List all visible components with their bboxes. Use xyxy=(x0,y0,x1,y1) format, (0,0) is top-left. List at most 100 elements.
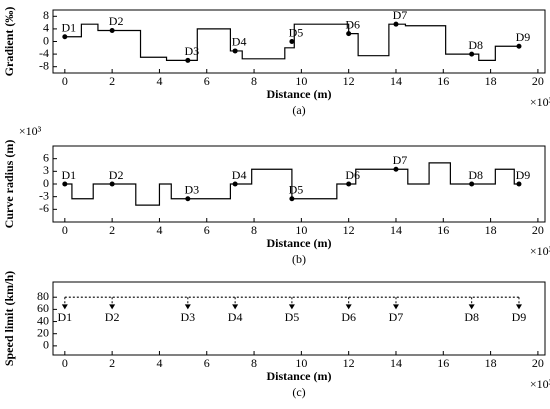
plot-frame xyxy=(52,281,546,356)
arrowhead xyxy=(109,304,116,310)
arrowhead xyxy=(61,304,68,310)
point xyxy=(232,181,238,187)
point-label: D6 xyxy=(345,168,360,182)
x-tick-label: 14 xyxy=(390,356,402,370)
data-line xyxy=(64,23,519,61)
point xyxy=(185,57,191,63)
point-label: D9 xyxy=(512,310,527,324)
x-tick-label: 2 xyxy=(109,356,115,370)
y-tick-label: -4 xyxy=(39,46,49,60)
point xyxy=(393,166,399,172)
x-tick-label: 18 xyxy=(485,223,497,237)
x-tick-label: 12 xyxy=(343,74,355,88)
y-tick-label: 8 xyxy=(43,8,49,22)
x-tick-label: 16 xyxy=(437,356,449,370)
x-tick-label: 8 xyxy=(251,356,257,370)
point xyxy=(232,48,238,54)
x-tick-label: 0 xyxy=(62,74,68,88)
point xyxy=(346,181,352,187)
y-tick-label: 80 xyxy=(37,289,49,303)
point xyxy=(516,181,522,187)
x-tick-label: 4 xyxy=(156,356,162,370)
x-tick-label: 6 xyxy=(204,356,210,370)
y-axis-label: Curve radius (m) xyxy=(2,140,16,229)
point xyxy=(289,196,295,202)
x-tick-label: 12 xyxy=(343,356,355,370)
x-tick-label: 14 xyxy=(390,223,402,237)
caption: (b) xyxy=(292,252,306,266)
point-label: D5 xyxy=(289,25,304,39)
y-axis-label: Speed limit (km/h) xyxy=(2,271,16,366)
y-tick-label: -8 xyxy=(39,58,49,72)
point xyxy=(469,51,475,57)
arrowhead xyxy=(345,304,352,310)
y-tick-label: -3 xyxy=(39,188,49,202)
x-tick-label: 2 xyxy=(109,74,115,88)
caption: (c) xyxy=(292,385,305,399)
x-axis-label: Distance (m) xyxy=(267,236,332,250)
y-tick-label: 4 xyxy=(43,21,49,35)
point xyxy=(185,196,191,202)
point-label: D9 xyxy=(516,168,531,182)
data-line xyxy=(64,162,519,206)
x-tick-label: 10 xyxy=(295,356,307,370)
point-label: D6 xyxy=(345,17,360,31)
x-tick-label: 8 xyxy=(251,223,257,237)
point-label: D5 xyxy=(285,310,300,324)
point xyxy=(516,43,522,49)
x-exponent: ×10³ xyxy=(530,377,550,391)
x-exponent: ×10³ xyxy=(530,95,550,109)
point xyxy=(469,181,475,187)
y-tick-label: 0 xyxy=(43,176,49,190)
x-tick-label: 20 xyxy=(532,223,544,237)
x-tick-label: 6 xyxy=(204,74,210,88)
x-tick-label: 0 xyxy=(62,356,68,370)
point-label: D6 xyxy=(341,310,356,324)
x-tick-label: 10 xyxy=(295,223,307,237)
point-label: D4 xyxy=(228,310,243,324)
y-tick-label: 6 xyxy=(43,150,49,164)
x-axis-label: Distance (m) xyxy=(267,87,332,101)
y-exponent: ×10³ xyxy=(19,124,42,138)
point-label: D9 xyxy=(516,30,531,44)
point-label: D8 xyxy=(468,38,483,52)
point-label: D5 xyxy=(289,183,304,197)
point xyxy=(289,39,295,44)
x-tick-label: 8 xyxy=(251,74,257,88)
point xyxy=(109,181,115,187)
y-tick-label: 0 xyxy=(43,33,49,47)
x-tick-label: 2 xyxy=(109,223,115,237)
caption: (a) xyxy=(292,103,305,117)
x-tick-label: 6 xyxy=(204,223,210,237)
x-tick-label: 16 xyxy=(437,223,449,237)
point-label: D7 xyxy=(393,8,408,22)
arrowhead xyxy=(232,304,239,310)
point xyxy=(62,34,68,40)
arrowhead xyxy=(468,304,475,310)
x-tick-label: 20 xyxy=(532,74,544,88)
point-label: D1 xyxy=(61,168,76,182)
point xyxy=(109,27,115,33)
point-label: D2 xyxy=(109,14,124,28)
x-exponent: ×10³ xyxy=(530,244,550,258)
point-label: D7 xyxy=(389,310,404,324)
point-label: D2 xyxy=(105,310,120,324)
x-tick-label: 10 xyxy=(295,74,307,88)
x-tick-label: 18 xyxy=(485,356,497,370)
point-label: D7 xyxy=(393,153,408,167)
x-tick-label: 16 xyxy=(437,74,449,88)
x-axis-label: Distance (m) xyxy=(267,369,332,383)
point-label: D8 xyxy=(464,310,479,324)
y-tick-label: 20 xyxy=(37,325,49,339)
x-tick-label: 12 xyxy=(343,223,355,237)
arrowhead xyxy=(288,304,295,310)
x-tick-label: 0 xyxy=(62,223,68,237)
point-label: D1 xyxy=(57,310,72,324)
arrowhead xyxy=(184,304,191,310)
point xyxy=(393,21,399,27)
y-tick-label: 40 xyxy=(37,313,49,327)
y-axis-label: Gradient (‰) xyxy=(2,7,16,77)
arrowhead xyxy=(392,304,399,310)
